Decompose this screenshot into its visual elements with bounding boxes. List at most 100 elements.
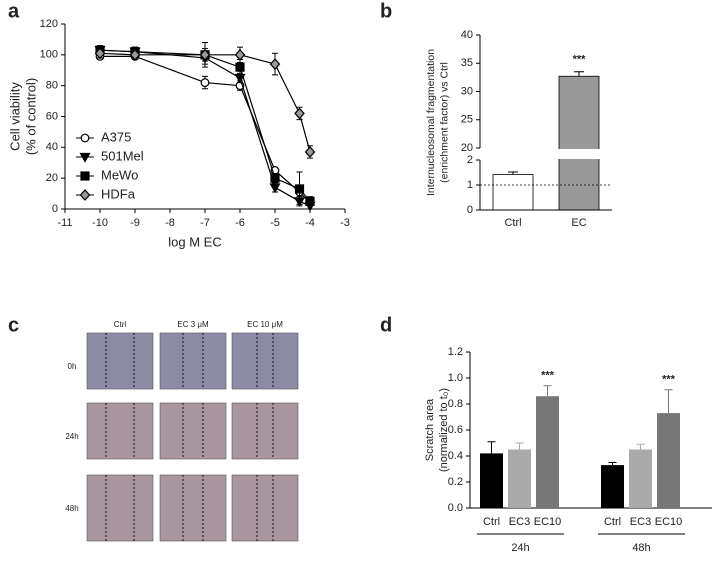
marker	[235, 62, 245, 72]
row-label: 0h	[68, 362, 77, 371]
group-label: 48h	[632, 542, 650, 554]
panel-label: a	[8, 0, 20, 22]
axis-break	[472, 149, 614, 159]
bar-label: EC3	[630, 516, 651, 528]
bar	[657, 413, 680, 508]
legend-marker	[79, 189, 91, 201]
x-tick-label: -10	[92, 217, 108, 229]
x-tick-label: -5	[270, 217, 280, 229]
y-tick-label: 40	[461, 29, 473, 41]
series-line	[99, 52, 311, 153]
y-axis-label: (normalized to t₀)	[438, 388, 450, 472]
bar	[601, 465, 624, 508]
column-label: EC 10 μM	[247, 320, 283, 329]
bar-label: Ctrl	[483, 516, 500, 528]
y-tick-label: 40	[46, 141, 58, 153]
bar	[492, 174, 534, 211]
panel-label: b	[380, 0, 392, 22]
marker	[270, 173, 280, 183]
y-tick-label: 0.8	[448, 398, 463, 410]
y-tick-label: 25	[461, 114, 473, 126]
y-tick-label: 60	[46, 110, 58, 122]
micrograph	[86, 402, 154, 460]
y-tick-label: 1.2	[448, 346, 463, 358]
annotation: ***	[573, 54, 587, 66]
x-tick-label: -9	[130, 217, 140, 229]
legend-label: 501Mel	[101, 148, 144, 163]
error-bar	[487, 441, 496, 454]
error-bar	[636, 443, 645, 450]
marker	[269, 183, 281, 194]
micrograph	[159, 332, 227, 390]
y-axis-label: Cell viability	[7, 82, 22, 151]
micrograph	[159, 474, 227, 542]
x-tick-label: -6	[235, 217, 245, 229]
y-tick-label: 120	[40, 18, 58, 30]
error-bar	[664, 389, 673, 414]
micrograph	[86, 332, 154, 390]
x-tick-label: -3	[340, 217, 350, 229]
marker	[199, 48, 211, 61]
y-tick-label: 1.0	[448, 372, 463, 384]
y-tick-label: 30	[461, 85, 473, 97]
marker	[269, 58, 281, 70]
x-axis-label: log M EC	[168, 234, 221, 249]
y-tick-label: 20	[461, 142, 473, 154]
y-axis-label: Scratch area	[424, 398, 436, 461]
y-axis-label: (% of control)	[23, 78, 38, 155]
bar-label: EC3	[509, 516, 530, 528]
column-label: Ctrl	[114, 320, 127, 329]
row-label: 48h	[65, 504, 78, 513]
marker	[294, 184, 305, 194]
bar	[480, 453, 503, 508]
column-label: EC 3 μM	[177, 320, 209, 329]
series	[94, 46, 316, 159]
y-tick-label: 0.2	[448, 476, 463, 488]
x-tick-label: EC	[571, 217, 586, 229]
marker	[94, 47, 106, 60]
y-axis-label: (enrichment factor) vs Ctrl	[438, 62, 450, 183]
legend-label: HDFa	[101, 186, 136, 201]
micrograph	[86, 474, 154, 542]
y-tick-label: 0.6	[448, 424, 463, 436]
y-tick-label: 20	[46, 172, 58, 184]
y-tick-label: 1	[467, 179, 473, 191]
marker	[304, 146, 316, 158]
legend-label: MeWo	[101, 167, 138, 182]
x-tick-label: -11	[57, 217, 72, 229]
y-tick-label: 35	[461, 57, 473, 69]
error-bar	[608, 462, 617, 466]
marker	[129, 48, 141, 61]
bar	[536, 396, 559, 508]
x-tick-label: Ctrl	[504, 217, 521, 229]
marker	[234, 48, 246, 61]
bar	[629, 449, 652, 508]
x-tick-label: -4	[305, 217, 315, 229]
error-bar	[515, 442, 524, 450]
bar-label: EC10	[534, 516, 562, 528]
micrograph	[231, 474, 299, 542]
micrograph	[231, 402, 299, 460]
micrograph	[159, 402, 227, 460]
error-bar	[508, 171, 518, 175]
panel-label: d	[380, 314, 392, 336]
group-label: 24h	[511, 542, 529, 554]
bar-label: EC10	[655, 516, 683, 528]
y-tick-label: 100	[40, 49, 58, 61]
bar	[558, 75, 600, 211]
bar	[508, 449, 531, 508]
annotation: ***	[541, 370, 555, 382]
legend-marker	[79, 152, 91, 163]
error-bar	[574, 71, 584, 77]
panel-label: c	[8, 314, 19, 336]
row-label: 24h	[65, 432, 78, 441]
y-axis-label: Internucleosomal fragmentation	[425, 49, 437, 196]
x-tick-label: -7	[200, 217, 210, 229]
micrograph	[231, 332, 299, 390]
y-tick-label: 2	[467, 154, 473, 166]
error-bar	[543, 385, 552, 397]
y-tick-label: 0	[52, 203, 58, 215]
y-tick-label: 80	[46, 80, 58, 92]
